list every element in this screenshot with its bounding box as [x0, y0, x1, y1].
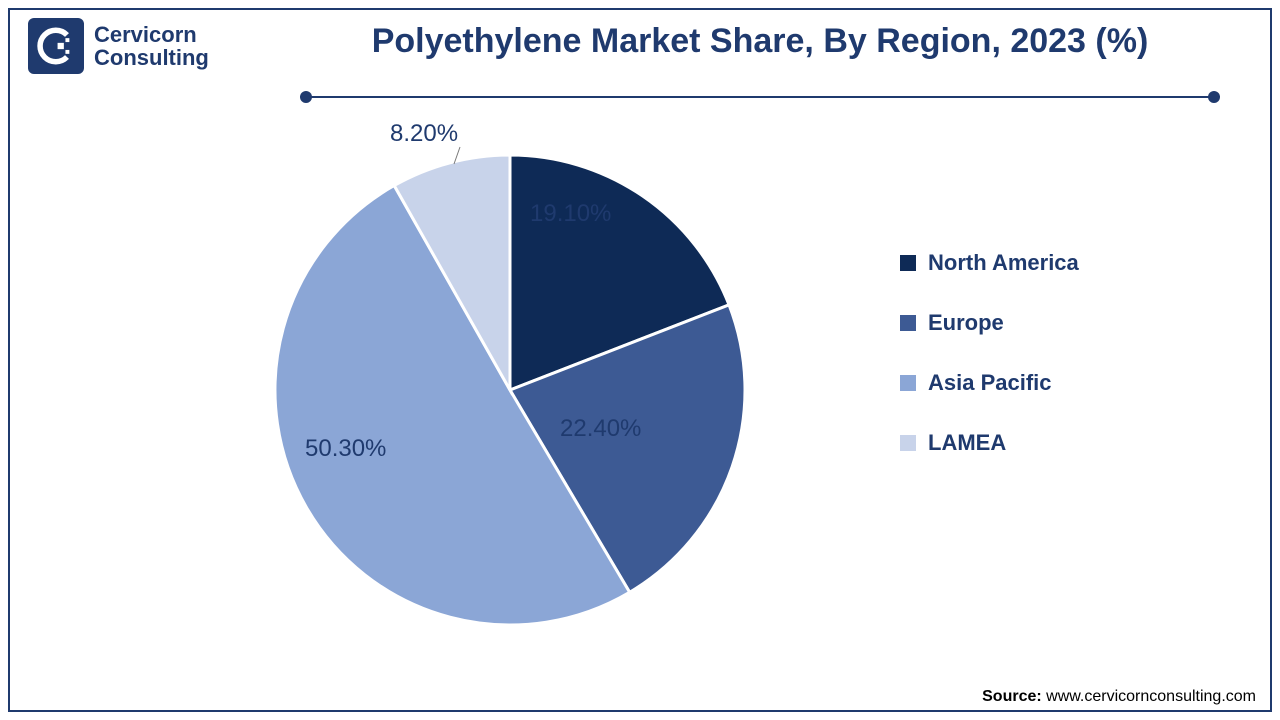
slice-label-na: 19.10%	[530, 200, 611, 228]
legend-label: Asia Pacific	[928, 370, 1052, 396]
brand-icon	[28, 18, 84, 74]
brand-logo: Cervicorn Consulting	[28, 18, 209, 74]
slice-label-ap: 50.30%	[305, 435, 386, 463]
legend-label: Europe	[928, 310, 1004, 336]
legend-item-lamea: LAMEA	[900, 430, 1079, 456]
source-url: www.cervicornconsulting.com	[1046, 688, 1256, 705]
legend: North America Europe Asia Pacific LAMEA	[900, 250, 1079, 456]
chart-title: Polyethylene Market Share, By Region, 20…	[300, 22, 1220, 61]
legend-swatch	[900, 315, 916, 331]
legend-label: LAMEA	[928, 430, 1006, 456]
legend-label: North America	[928, 250, 1079, 276]
source-attribution: Source: www.cervicornconsulting.com	[982, 688, 1256, 706]
pie-chart	[270, 150, 750, 630]
legend-swatch	[900, 435, 916, 451]
legend-item-na: North America	[900, 250, 1079, 276]
brand-line1: Cervicorn	[94, 23, 209, 46]
legend-swatch	[900, 375, 916, 391]
brand-line2: Consulting	[94, 46, 209, 69]
legend-item-ap: Asia Pacific	[900, 370, 1079, 396]
legend-item-eu: Europe	[900, 310, 1079, 336]
divider-line	[306, 96, 1214, 98]
legend-swatch	[900, 255, 916, 271]
slice-label-lamea: 8.20%	[390, 120, 458, 148]
brand-name: Cervicorn Consulting	[94, 23, 209, 69]
divider-dot-right	[1208, 91, 1220, 103]
source-prefix: Source:	[982, 688, 1046, 705]
slice-label-eu: 22.40%	[560, 415, 641, 443]
title-divider	[300, 90, 1220, 104]
